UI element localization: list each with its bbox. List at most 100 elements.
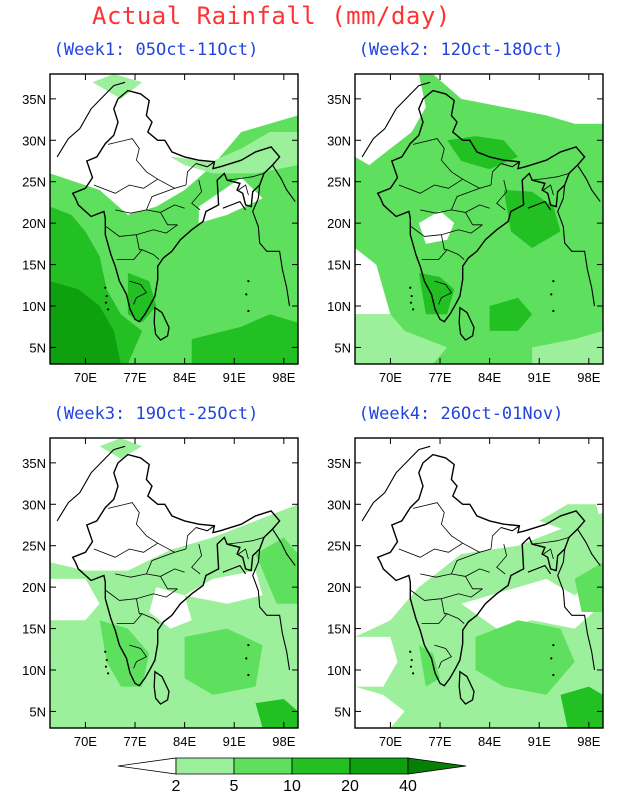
state-border	[185, 163, 197, 186]
panel-week1: (Week1: 05Oct-11Oct) 35N 30N 25N 20N 15N 10N 5…	[6, 40, 306, 400]
panel-week2: (Week2: 12Oct-18Oct) 35N 30N 25N 20N 15N 10N 5…	[311, 40, 611, 400]
country-border	[577, 528, 601, 566]
precip-region	[184, 628, 263, 695]
precip-region	[461, 570, 603, 629]
country-border	[222, 200, 247, 211]
legend-label: 20	[341, 778, 359, 795]
x-tick-label: 98E	[577, 734, 600, 749]
x-tick-label: 84E	[173, 734, 196, 749]
state-border	[136, 598, 143, 615]
y-tick-label: 35N	[327, 456, 351, 471]
rainfall-map: 35N 30N 25N 20N 15N 10N 5N 70E 77E 84E 91E 98E	[327, 437, 604, 749]
state-border	[238, 184, 249, 196]
precip-region	[475, 620, 575, 695]
x-tick-label: 77E	[428, 370, 451, 385]
color-legend: 2 5 10 20 40	[117, 757, 467, 795]
panel-week4: (Week4: 26Oct-01Nov) 35N 30N 25N 20N 15N 10N 5…	[311, 404, 611, 764]
panel-title: (Week4: 26Oct-01Nov)	[358, 404, 564, 424]
island-dot	[409, 665, 413, 668]
state-border	[238, 548, 249, 560]
legend-label: 40	[399, 778, 417, 795]
panel-title: (Week2: 12Oct-18Oct)	[358, 40, 564, 60]
country-border	[577, 164, 601, 202]
precip-region	[432, 74, 603, 124]
precip-region	[489, 297, 533, 331]
y-tick-label: 20N	[22, 580, 46, 595]
precip-region	[355, 248, 391, 315]
state-border	[543, 548, 554, 560]
island-dot	[104, 665, 108, 668]
panel-title: (Week1: 05Oct-11Oct)	[53, 40, 259, 60]
precip-layer	[355, 438, 603, 728]
y-tick-label: 25N	[327, 175, 351, 190]
state-border	[108, 138, 158, 180]
island-dot	[552, 644, 555, 647]
state-border	[191, 544, 203, 575]
island-dot	[247, 280, 250, 283]
x-tick-label: 98E	[272, 370, 295, 385]
x-tick-label: 84E	[478, 734, 501, 749]
sri-lanka-outline	[153, 670, 170, 705]
island-dot	[105, 658, 108, 662]
y-tick-label: 10N	[327, 299, 351, 314]
state-border	[146, 551, 175, 575]
y-tick-label: 5N	[29, 704, 46, 719]
state-border	[136, 234, 143, 251]
x-tick-label: 70E	[74, 370, 97, 385]
state-border	[105, 588, 178, 601]
state-border	[465, 212, 483, 226]
y-tick-label: 30N	[22, 133, 46, 148]
legend-swatch	[117, 757, 177, 775]
island-dot	[552, 673, 555, 677]
island-dot	[410, 294, 413, 298]
island-dot	[104, 286, 107, 289]
state-border	[465, 576, 483, 590]
y-tick-label: 35N	[327, 92, 351, 107]
state-border	[441, 598, 448, 615]
island-dot	[245, 293, 248, 296]
x-tick-label: 91E	[223, 370, 246, 385]
panel-title: (Week3: 19Oct-25Oct)	[53, 404, 259, 424]
precip-region	[99, 438, 143, 459]
y-tick-label: 15N	[327, 622, 351, 637]
country-border	[56, 445, 126, 522]
india-outline	[71, 89, 281, 323]
state-border	[413, 138, 463, 180]
precip-region	[127, 272, 157, 323]
country-border	[361, 445, 431, 522]
y-tick-label: 5N	[29, 340, 46, 355]
y-tick-label: 20N	[22, 216, 46, 231]
country-border	[252, 548, 291, 671]
state-border	[191, 180, 203, 211]
country-border	[557, 184, 596, 307]
island-dot	[247, 673, 250, 677]
island-dot	[552, 309, 555, 313]
country-border	[500, 525, 520, 532]
state-border	[160, 576, 178, 590]
precip-region	[149, 587, 192, 629]
island-dot	[247, 644, 250, 647]
state-border	[420, 568, 490, 578]
legend-label: 2	[172, 778, 181, 795]
rainfall-map: 35N 30N 25N 20N 15N 10N 5N 70E 77E 84E 91E 98E	[327, 73, 604, 385]
y-tick-label: 25N	[327, 539, 351, 554]
y-tick-label: 30N	[327, 497, 351, 512]
x-tick-label: 70E	[379, 370, 402, 385]
country-border	[195, 161, 215, 168]
y-tick-label: 25N	[22, 175, 46, 190]
sri-lanka-outline	[458, 306, 475, 341]
state-border	[93, 542, 187, 558]
precip-region	[355, 314, 448, 364]
precip-region	[574, 562, 603, 612]
legend-label: 10	[283, 778, 301, 795]
india-outline	[376, 89, 586, 323]
y-tick-label: 15N	[327, 258, 351, 273]
rainfall-map: 35N 30N 25N 20N 15N 10N 5N 70E 77E 84E 91E 98E	[22, 73, 299, 385]
x-tick-label: 84E	[478, 370, 501, 385]
map-frame	[354, 73, 604, 365]
state-border	[413, 502, 463, 544]
island-dot	[409, 286, 412, 289]
island-dot	[105, 294, 108, 298]
legend-swatch	[349, 757, 409, 775]
precip-layer	[50, 438, 298, 728]
